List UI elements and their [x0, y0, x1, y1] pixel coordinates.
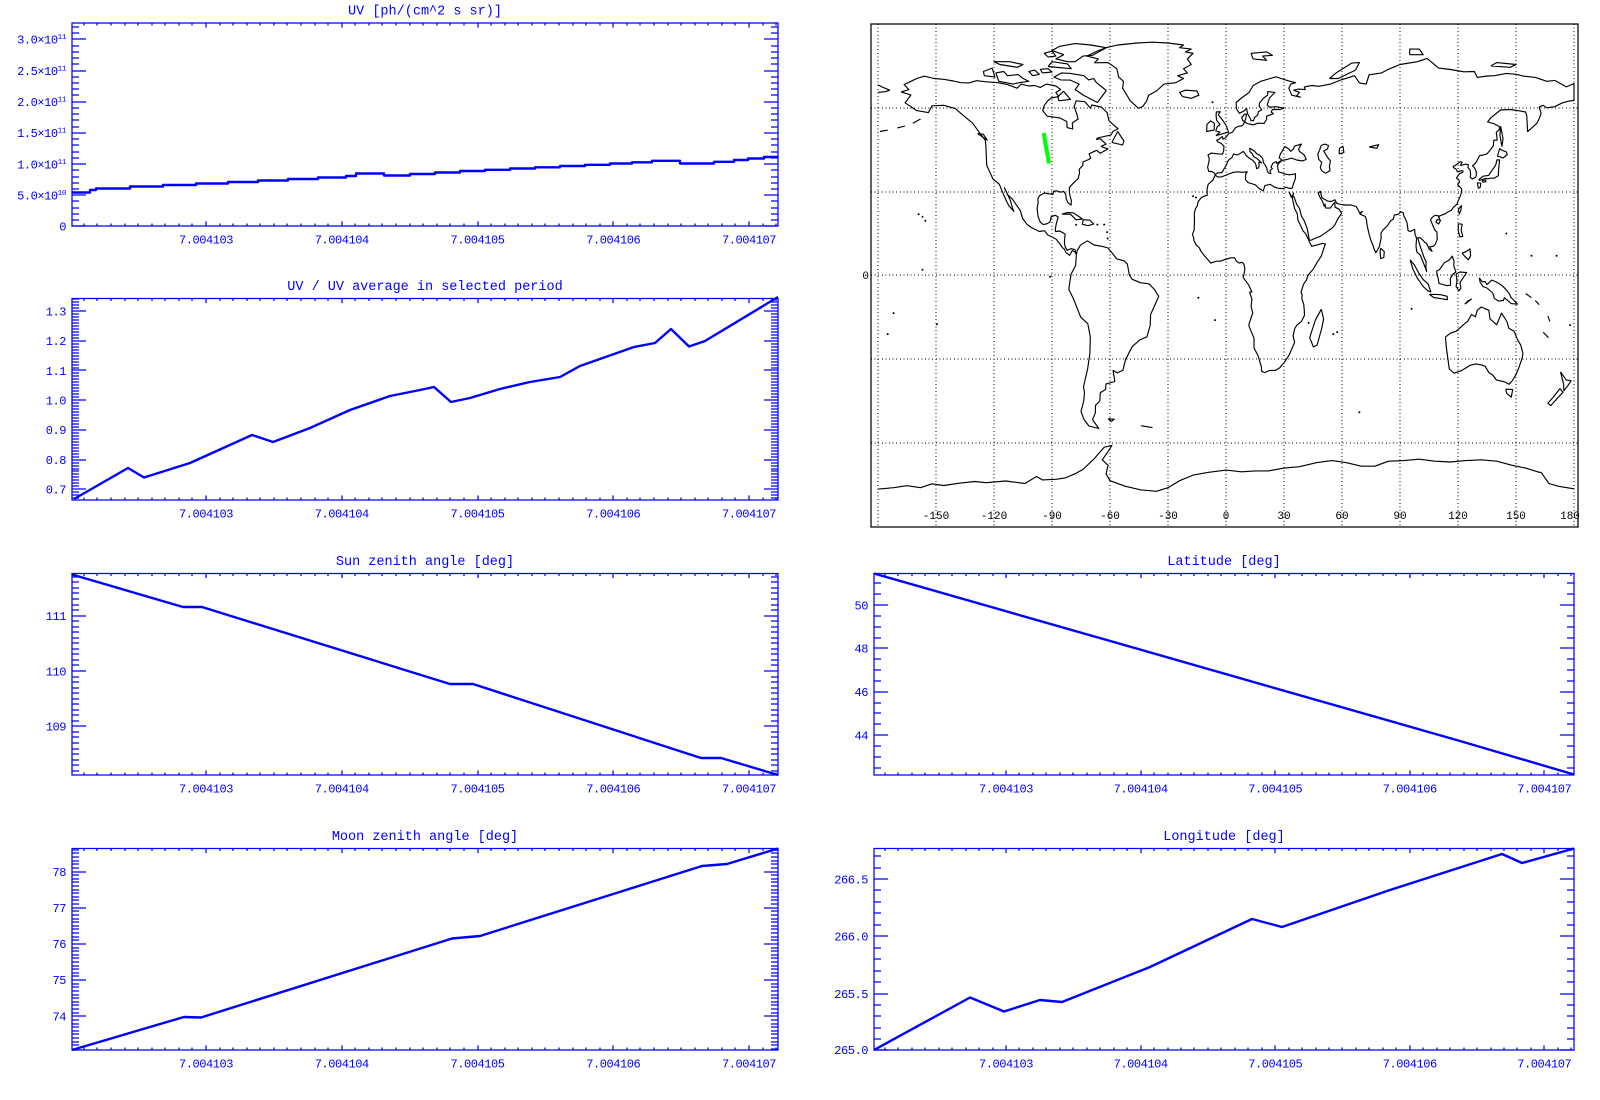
svg-text:7.004104: 7.004104 [315, 234, 369, 248]
svg-text:0.7: 0.7 [46, 484, 67, 498]
svg-text:7.004105: 7.004105 [1248, 1058, 1302, 1072]
svg-text:75: 75 [52, 974, 66, 988]
svg-text:180: 180 [1560, 511, 1580, 523]
svg-text:44: 44 [854, 729, 868, 743]
svg-text:1.0×1011: 1.0×1011 [17, 158, 67, 172]
svg-text:1.0: 1.0 [46, 395, 67, 409]
svg-text:7.004103: 7.004103 [179, 783, 233, 797]
svg-text:0.9: 0.9 [46, 424, 67, 438]
svg-text:265.0: 265.0 [834, 1044, 868, 1058]
svg-text:150: 150 [1506, 511, 1526, 523]
svg-text:-150: -150 [923, 511, 949, 523]
svg-text:-60: -60 [1100, 511, 1120, 523]
svg-text:7.004104: 7.004104 [315, 508, 369, 522]
svg-text:46: 46 [854, 686, 868, 700]
svg-text:Latitude [deg]: Latitude [deg] [1167, 555, 1280, 570]
svg-text:-120: -120 [981, 511, 1007, 523]
svg-text:2.5×1011: 2.5×1011 [17, 65, 67, 79]
svg-text:1.1: 1.1 [46, 365, 67, 379]
svg-text:109: 109 [46, 721, 67, 735]
svg-text:76: 76 [52, 938, 66, 952]
svg-text:90: 90 [1393, 511, 1406, 523]
svg-text:7.004105: 7.004105 [450, 783, 504, 797]
svg-text:111: 111 [46, 610, 67, 624]
svg-text:UV / UV average in selected pe: UV / UV average in selected period [287, 280, 562, 295]
svg-text:7.004105: 7.004105 [450, 1058, 504, 1072]
svg-text:UV [ph/(cm^2 s sr)]: UV [ph/(cm^2 s sr)] [348, 5, 502, 20]
svg-text:7.004106: 7.004106 [1383, 1058, 1437, 1072]
svg-text:1.2: 1.2 [46, 335, 67, 349]
svg-text:50: 50 [854, 599, 868, 613]
svg-text:266.5: 266.5 [834, 873, 868, 887]
svg-text:7.004105: 7.004105 [450, 234, 504, 248]
svg-text:7.004107: 7.004107 [722, 1058, 776, 1072]
svg-text:78: 78 [52, 866, 66, 880]
svg-text:1.5×1011: 1.5×1011 [17, 127, 67, 141]
svg-text:7.004106: 7.004106 [586, 234, 640, 248]
svg-text:7.004105: 7.004105 [1248, 783, 1302, 797]
svg-text:7.004103: 7.004103 [179, 508, 233, 522]
svg-text:7.004107: 7.004107 [1517, 783, 1571, 797]
svg-text:3.0×1011: 3.0×1011 [17, 34, 67, 48]
svg-text:30: 30 [1277, 511, 1290, 523]
svg-text:7.004107: 7.004107 [722, 234, 776, 248]
svg-text:110: 110 [46, 665, 67, 679]
svg-text:48: 48 [854, 643, 868, 657]
svg-text:7.004107: 7.004107 [722, 508, 776, 522]
svg-text:60: 60 [1335, 511, 1348, 523]
svg-text:7.004105: 7.004105 [450, 508, 504, 522]
svg-text:120: 120 [1448, 511, 1468, 523]
svg-text:7.004103: 7.004103 [179, 1058, 233, 1072]
svg-text:7.004103: 7.004103 [179, 234, 233, 248]
svg-text:7.004103: 7.004103 [979, 1058, 1033, 1072]
svg-text:7.004106: 7.004106 [586, 1058, 640, 1072]
svg-text:0: 0 [1223, 511, 1230, 523]
svg-text:7.004106: 7.004106 [586, 783, 640, 797]
svg-text:7.004107: 7.004107 [1517, 1058, 1571, 1072]
svg-text:Moon zenith angle [deg]: Moon zenith angle [deg] [332, 830, 518, 845]
svg-text:7.004104: 7.004104 [1114, 1058, 1168, 1072]
svg-text:Longitude [deg]: Longitude [deg] [1163, 830, 1285, 845]
svg-text:7.004104: 7.004104 [315, 1058, 369, 1072]
svg-text:-90: -90 [1042, 511, 1062, 523]
svg-text:77: 77 [52, 902, 66, 916]
svg-text:7.004104: 7.004104 [1114, 783, 1168, 797]
svg-text:265.5: 265.5 [834, 988, 868, 1002]
svg-text:0.8: 0.8 [46, 454, 67, 468]
svg-text:1.3: 1.3 [46, 305, 67, 319]
svg-text:0: 0 [59, 221, 66, 235]
svg-text:-30: -30 [1158, 511, 1178, 523]
svg-text:7.004103: 7.004103 [979, 783, 1033, 797]
svg-text:74: 74 [52, 1010, 66, 1024]
svg-text:7.004107: 7.004107 [722, 783, 776, 797]
svg-text:266.0: 266.0 [834, 930, 868, 944]
svg-text:7.004106: 7.004106 [586, 508, 640, 522]
svg-text:7.004106: 7.004106 [1383, 783, 1437, 797]
svg-text:2.0×1011: 2.0×1011 [17, 96, 67, 110]
svg-text:7.004104: 7.004104 [315, 783, 369, 797]
svg-text:5.0×1010: 5.0×1010 [17, 190, 67, 204]
svg-text:0: 0 [862, 271, 869, 283]
svg-text:Sun zenith angle [deg]: Sun zenith angle [deg] [336, 555, 514, 570]
